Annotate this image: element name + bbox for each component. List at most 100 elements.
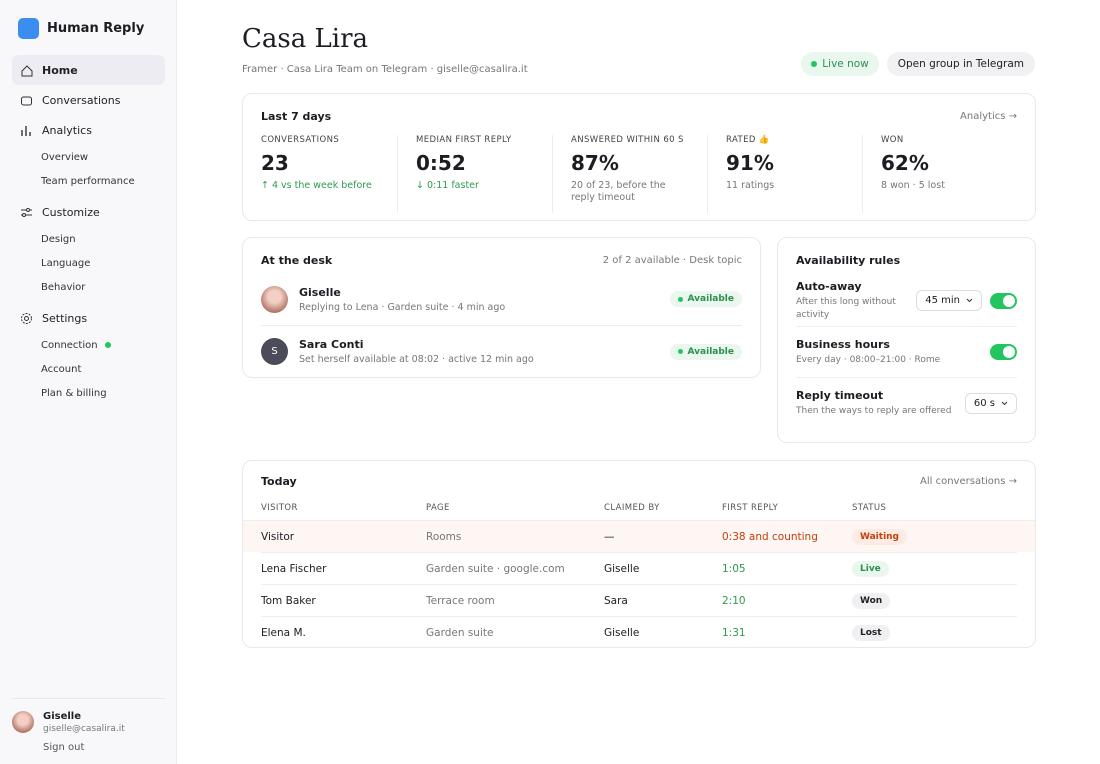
cell: Rooms (426, 530, 462, 543)
cell: 1:31 (722, 626, 746, 639)
nav-item[interactable]: Settings (12, 303, 165, 333)
table-row[interactable]: Lena Fischer Garden suite · google.com Gis… (261, 552, 1017, 584)
column-header: CLAIMED BY (604, 503, 660, 513)
rule: Reply timeout Then the ways to reply are … (796, 377, 1017, 428)
nav-subitem[interactable]: Design (12, 227, 165, 251)
rule-name: Business hours (796, 337, 890, 351)
rule: Auto-away After this long without activit… (796, 275, 1017, 326)
status-dot (677, 296, 683, 302)
today-card: Today All conversations → VISITOR PAGE CLAI… (242, 460, 1036, 648)
select[interactable]: 45 min (916, 290, 982, 311)
stats-row: CONVERSATIONS 23 ↑ 4 vs the week before MED… (261, 135, 1017, 213)
nav-sublabel: Language (41, 257, 91, 269)
spacer (12, 405, 165, 409)
live-badge: Live now (801, 52, 879, 76)
nav-subitem[interactable]: Account (12, 357, 165, 381)
stat: MEDIAN FIRST REPLY 0:52 ↓ 0:11 faster (397, 135, 552, 213)
nav-subitem[interactable]: Team performance (12, 169, 165, 193)
nav-sublabel: Overview (41, 151, 89, 163)
sign-out[interactable]: Sign out (43, 742, 85, 753)
nav-item[interactable]: Customize (12, 197, 165, 227)
stat: CONVERSATIONS 23 ↑ 4 vs the week before (261, 135, 397, 213)
column-header: FIRST REPLY (722, 503, 779, 513)
nav-item[interactable]: Analytics (12, 115, 165, 145)
nav-subitem[interactable]: Connection (12, 333, 165, 357)
cell: Visitor (261, 530, 295, 543)
stat-note: ↑ 4 vs the week before (261, 180, 372, 191)
rules: Auto-away After this long without activit… (796, 275, 1017, 428)
today-title: Today (261, 475, 297, 488)
logo (18, 18, 39, 39)
stat-note: ↓ 0:11 faster (416, 180, 479, 191)
nav-icon (21, 125, 31, 136)
nav-item[interactable]: Home (12, 55, 165, 85)
live-text: Live now (822, 58, 869, 70)
table-row[interactable]: Visitor Rooms — 0:38 and counting Waiting (243, 520, 1035, 552)
column-header: STATUS (852, 503, 887, 513)
telegram-button[interactable]: Open group in Telegram (886, 52, 1035, 76)
status-dot (677, 349, 683, 354)
rule-text: Auto-away After this long without activit… (796, 280, 908, 321)
avatar (12, 711, 34, 733)
avatar (261, 285, 288, 313)
status-text: Available (687, 346, 734, 357)
stat-value: 87% (571, 151, 619, 175)
user: Giselle giselle@casalira.it Sign out (12, 698, 165, 753)
cell: Sara (604, 594, 628, 607)
desk-card: At the desk 2 of 2 available · Desk topic… (242, 237, 761, 378)
cell: Giselle (604, 562, 640, 575)
nav-label: Conversations (42, 93, 121, 107)
rule-name: Reply timeout (796, 388, 884, 402)
rule-name: Auto-away (796, 279, 862, 293)
status-pill: Waiting (852, 528, 908, 545)
agent-name: Sara Conti (299, 338, 364, 351)
nav-icon (21, 207, 32, 217)
subtitle: Framer · Casa Lira Team on Telegram · gi… (242, 64, 528, 75)
stat-note: 8 won · 5 lost (881, 180, 945, 191)
nav-subitem[interactable]: Overview (12, 145, 165, 169)
cell: Terrace room (426, 594, 495, 607)
agent-name: Giselle (299, 285, 341, 299)
agent: S Sara Conti Set herself available at 08:0… (261, 325, 742, 377)
analytics-link[interactable]: Analytics → (960, 111, 1017, 122)
stat-value: 0:52 (416, 151, 466, 175)
sidebar: Human Reply Home Conversations Analytics Ov… (0, 0, 177, 764)
all-link[interactable]: All conversations → (920, 476, 1017, 487)
nav-subitem[interactable]: Behavior (12, 275, 165, 299)
cell: Giselle (604, 626, 640, 639)
stats-title: Last 7 days (261, 110, 332, 123)
nav-sublabel: Connection (41, 339, 98, 351)
desk-meta: 2 of 2 available · Desk topic (602, 255, 742, 266)
brand-name: Human Reply (47, 21, 145, 36)
status-text: Available (687, 294, 734, 304)
agent-detail: Replying to Lena · Garden suite · 4 min … (299, 301, 506, 313)
rules-card: Availability rules Auto-away After this l… (777, 237, 1036, 443)
stat-value: 62% (881, 151, 929, 175)
toggle[interactable] (990, 344, 1017, 360)
column-header: PAGE (426, 503, 450, 513)
nav-subitem[interactable]: Plan & billing (12, 381, 165, 405)
header-actions: Live now Open group in Telegram (801, 52, 1035, 76)
table: VISITOR PAGE CLAIMED BY FIRST REPLY STATUS Vi… (243, 496, 1035, 648)
select[interactable]: 60 s (964, 392, 1017, 414)
toggle[interactable] (990, 292, 1017, 309)
status-pill: Available (669, 343, 742, 360)
rule-detail: Then the ways to reply are offered (796, 405, 952, 416)
chevron (1001, 401, 1008, 405)
user-email: giselle@casalira.it (43, 724, 125, 734)
nav-icon (21, 96, 32, 105)
rule-detail: Every day · 08:00–21:00 · Rome (796, 354, 941, 365)
agent-detail: Set herself available at 08:02 · active … (299, 354, 534, 365)
table-row[interactable]: Tom Baker Terrace room Sara 2:10 Won (261, 584, 1017, 616)
stat-label: MEDIAN FIRST REPLY (416, 135, 512, 145)
stat-label: CONVERSATIONS (261, 135, 340, 145)
rules-title: Availability rules (796, 254, 901, 267)
nav-subitem[interactable]: Language (12, 251, 165, 275)
table-row[interactable]: Elena M. Garden suite Giselle 1:31 Lost (261, 616, 1017, 648)
cell: 2:10 (722, 594, 746, 607)
nav-icon (21, 64, 33, 76)
agent: Giselle Replying to Lena · Garden suite ·… (261, 273, 742, 325)
status-pill: Won (852, 592, 891, 609)
stat-value: 91% (726, 151, 774, 175)
nav-item[interactable]: Conversations (12, 85, 165, 115)
